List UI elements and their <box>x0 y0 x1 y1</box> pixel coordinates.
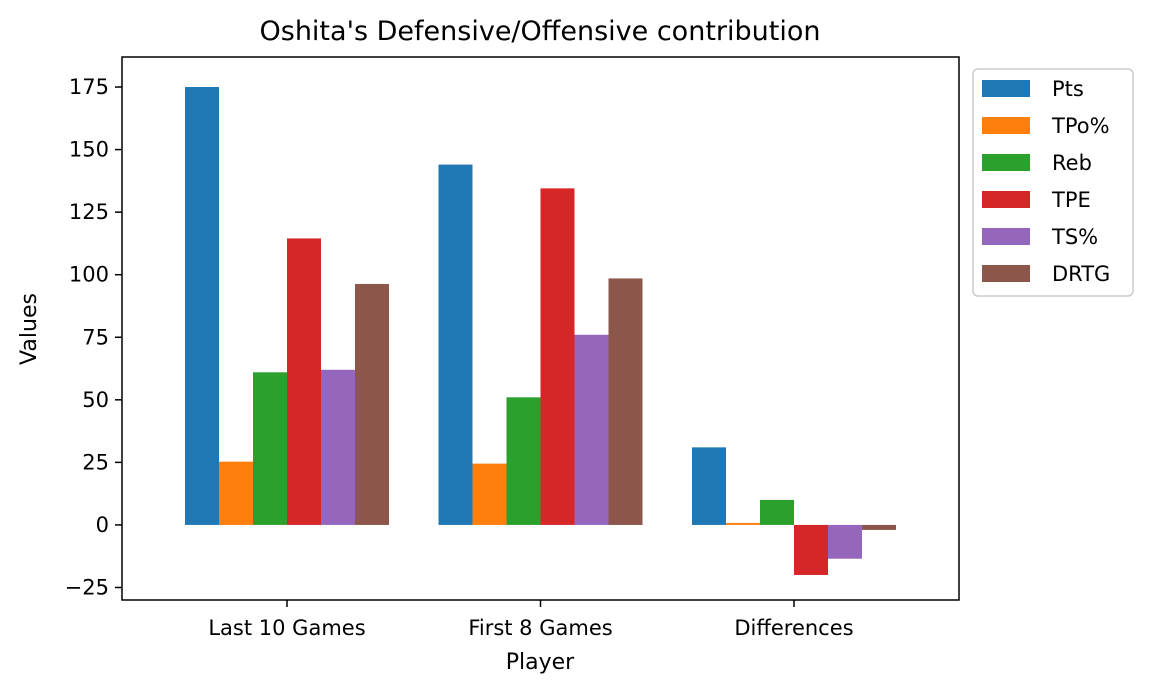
y-tick-label: 100 <box>69 263 109 287</box>
legend-swatch <box>982 265 1030 282</box>
legend-swatch <box>982 80 1030 97</box>
legend-swatch <box>982 228 1030 245</box>
bar-tpe-2 <box>794 524 828 575</box>
bar-ts-2 <box>828 524 862 559</box>
bar-reb-1 <box>506 397 541 525</box>
legend-label: TPo% <box>1051 114 1110 138</box>
y-tick-label: −25 <box>65 575 109 599</box>
bar-tpo-2 <box>726 522 760 525</box>
bar-drtg-1 <box>608 278 643 525</box>
y-tick-label: 0 <box>96 513 109 537</box>
legend-label: Reb <box>1052 151 1092 175</box>
y-tick-label: 125 <box>69 200 109 224</box>
x-axis: Last 10 Games First 8 Games Differences <box>208 600 854 640</box>
bar-reb-0 <box>253 372 287 525</box>
chart-title: Oshita's Defensive/Offensive contributio… <box>260 16 821 47</box>
bar-pts-1 <box>438 164 473 525</box>
x-tick-label: Differences <box>734 616 853 640</box>
bar-reb-2 <box>760 499 794 525</box>
y-tick-label: 50 <box>82 388 109 412</box>
y-tick-label: 75 <box>82 325 109 349</box>
y-tick-label: 150 <box>69 138 109 162</box>
y-axis-label: Values <box>17 293 42 365</box>
bar-tpo-1 <box>472 463 507 525</box>
legend-swatch <box>982 191 1030 208</box>
bar-tpo-0 <box>219 461 253 525</box>
bars-layer <box>185 87 896 575</box>
x-axis-label: Player <box>506 650 575 675</box>
bar-pts-2 <box>692 447 726 525</box>
bar-drtg-0 <box>355 283 389 525</box>
x-tick-label: First 8 Games <box>468 616 612 640</box>
legend-label: TPE <box>1051 188 1091 212</box>
bar-drtg-2 <box>862 524 896 530</box>
bar-tpe-1 <box>540 188 575 525</box>
bar-ts-1 <box>574 334 609 525</box>
legend-swatch <box>982 117 1030 134</box>
legend-label: TS% <box>1051 225 1098 249</box>
bar-pts-0 <box>185 87 219 525</box>
legend-label: Pts <box>1052 77 1084 101</box>
x-tick-label: Last 10 Games <box>208 616 365 640</box>
legend: Pts TPo% Reb TPE TS% DRTG <box>972 68 1134 297</box>
y-tick-label: 175 <box>69 75 109 99</box>
bar-ts-0 <box>321 369 355 525</box>
legend-swatch <box>982 154 1030 171</box>
y-tick-label: 25 <box>82 450 109 474</box>
legend-label: DRTG <box>1052 262 1110 286</box>
y-axis: −25 0 25 50 75 100 125 150 175 <box>65 75 122 599</box>
bar-tpe-0 <box>287 238 321 525</box>
